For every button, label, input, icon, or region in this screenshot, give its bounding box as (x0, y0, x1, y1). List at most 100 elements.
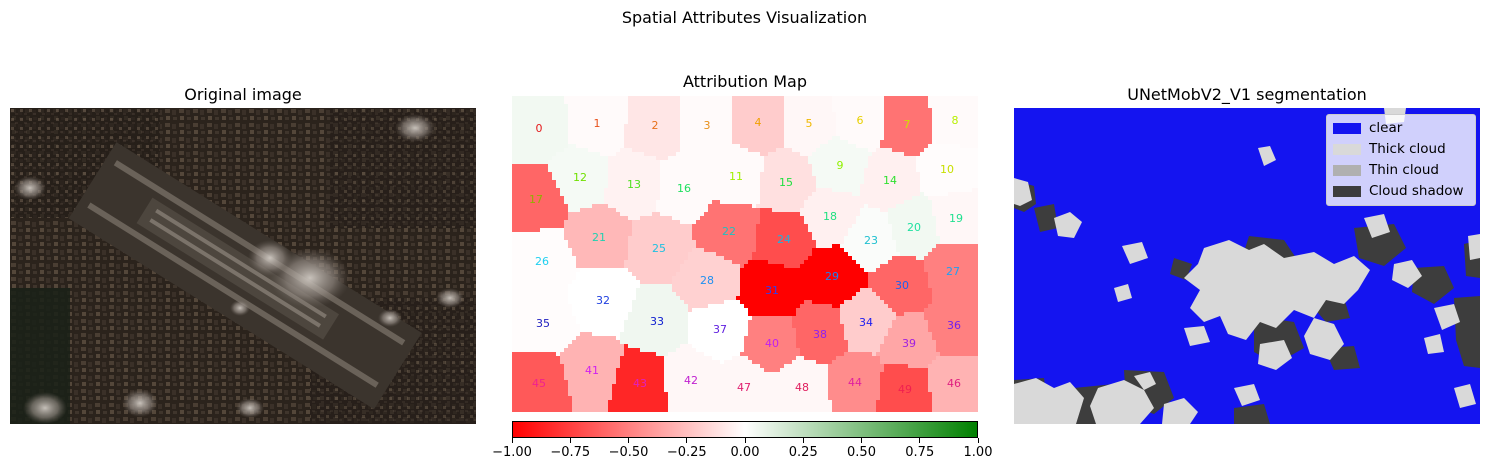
attribution-cell-segment-24 (768, 216, 773, 221)
attribution-cell-segment-10 (968, 176, 973, 181)
attribution-cell-segment-23 (864, 224, 869, 229)
attribution-cell-segment-24 (788, 212, 793, 217)
attribution-cell-segment-19 (956, 236, 961, 241)
attribution-cell-segment-2 (660, 96, 665, 101)
attribution-cell-segment-4 (780, 112, 785, 117)
attribution-cell-segment-19 (964, 192, 969, 197)
attribution-cell-segment-3 (692, 120, 697, 125)
attribution-cell-segment-8 (944, 116, 949, 121)
attribution-cell-segment-7 (908, 124, 913, 129)
attribution-cell-segment-24 (776, 232, 781, 237)
attribution-cell-segment-18 (816, 192, 821, 197)
attribution-cell-segment-13 (620, 204, 625, 209)
attribution-cell-segment-26 (556, 264, 561, 269)
attribution-cell-segment-2 (628, 124, 633, 129)
attribution-cell-segment-15 (784, 188, 789, 193)
attribution-cell-segment-2 (640, 100, 645, 105)
attribution-cell-segment-18 (800, 212, 805, 217)
attribution-cell-segment-24 (784, 216, 789, 221)
attribution-cell-segment-3 (728, 124, 733, 129)
attribution-cell-segment-15 (800, 164, 805, 169)
attribution-cell-segment-2 (676, 132, 681, 137)
attribution-cell-segment-15 (776, 192, 781, 197)
attribution-cell-segment-21 (600, 232, 605, 237)
attribution-cell-segment-25 (640, 228, 645, 233)
attribution-cell-segment-10 (924, 168, 929, 173)
attribution-cell-segment-6 (856, 112, 861, 117)
attribution-cell-segment-2 (628, 120, 633, 125)
attribution-cell-segment-13 (624, 184, 629, 189)
attribution-cell-segment-9 (848, 176, 853, 181)
attribution-cell-segment-11 (740, 168, 745, 173)
attribution-cell-segment-17 (548, 204, 553, 209)
attribution-cell-segment-19 (972, 196, 977, 201)
attribution-cell-segment-21 (624, 240, 629, 245)
attribution-cell-segment-14 (892, 188, 897, 193)
attribution-cell-segment-0 (520, 116, 525, 121)
attribution-cell-segment-28 (716, 260, 721, 265)
attribution-cell-segment-12 (580, 160, 585, 165)
attribution-cell-segment-10 (936, 188, 941, 193)
attribution-cell-segment-25 (688, 236, 693, 241)
attribution-cell-segment-7 (888, 120, 893, 125)
attribution-cell-segment-10 (956, 184, 961, 189)
attribution-cell-segment-25 (660, 260, 665, 265)
attribution-cell-segment-16 (700, 188, 705, 193)
attribution-cell-segment-2 (640, 116, 645, 121)
attribution-cell-segment-12 (588, 176, 593, 181)
attribution-cell-segment-2 (656, 156, 661, 161)
attribution-cell-segment-13 (656, 168, 661, 173)
attribution-cell-segment-25 (644, 264, 649, 269)
attribution-cell-segment-15 (784, 160, 789, 165)
attribution-cell-segment-14 (892, 200, 897, 205)
attribution-cell-segment-13 (628, 148, 633, 153)
attribution-cell-segment-21 (592, 224, 597, 229)
attribution-cell-segment-27 (936, 260, 941, 265)
attribution-cell-segment-18 (812, 236, 817, 241)
attribution-cell-segment-26 (564, 252, 569, 257)
attribution-cell-segment-16 (660, 212, 665, 217)
attribution-cell-segment-20 (924, 204, 929, 209)
attribution-cell-segment-4 (760, 132, 765, 137)
attribution-cell-segment-24 (760, 232, 765, 237)
attribution-cell-segment-6 (844, 104, 849, 109)
attribution-cell-segment-16 (696, 172, 701, 177)
attribution-cell-segment-31 (756, 260, 761, 265)
attribution-cell-segment-12 (592, 196, 597, 201)
attribution-cell-segment-15 (792, 196, 797, 201)
attribution-cell-segment-25 (652, 244, 657, 249)
attribution-cell-segment-24 (768, 220, 773, 225)
attribution-cell-segment-6 (832, 100, 837, 105)
attribution-cell-segment-10 (936, 184, 941, 189)
attribution-cell-segment-13 (644, 176, 649, 181)
attribution-cell-segment-18 (844, 208, 849, 213)
attribution-cell-segment-21 (572, 228, 577, 233)
attribution-cell-segment-21 (568, 228, 573, 233)
attribution-cell-segment-25 (684, 224, 689, 229)
attribution-cell-segment-0 (520, 100, 525, 105)
attribution-cell-segment-25 (664, 248, 669, 253)
attribution-cell-segment-11 (720, 152, 725, 157)
attribution-cell-segment-4 (748, 132, 753, 137)
attribution-cell-segment-24 (784, 244, 789, 249)
attribution-cell-segment-29 (816, 256, 821, 261)
attribution-cell-segment-3 (700, 112, 705, 117)
attribution-cell-segment-31 (744, 264, 749, 269)
attribution-cell-segment-5 (796, 136, 801, 141)
attribution-cell-segment-20 (924, 208, 929, 213)
attribution-cell-segment-2 (628, 144, 633, 149)
attribution-cell-segment-4 (748, 108, 753, 113)
attribution-cell-segment-10 (936, 152, 941, 157)
attribution-cell-segment-4 (764, 120, 769, 125)
attribution-cell-segment-24 (780, 256, 785, 261)
attribution-cell-segment-7 (892, 116, 897, 121)
attribution-cell-segment-13 (652, 184, 657, 189)
attribution-cell-segment-12 (576, 180, 581, 185)
attribution-cell-segment-13 (656, 172, 661, 177)
attribution-cell-segment-8 (968, 128, 973, 133)
attribution-cell-segment-24 (772, 236, 777, 241)
attribution-cell-segment-26 (552, 260, 557, 265)
attribution-cell-segment-17 (516, 200, 521, 205)
attribution-cell-segment-25 (640, 260, 645, 265)
attribution-cell-segment-21 (612, 216, 617, 221)
